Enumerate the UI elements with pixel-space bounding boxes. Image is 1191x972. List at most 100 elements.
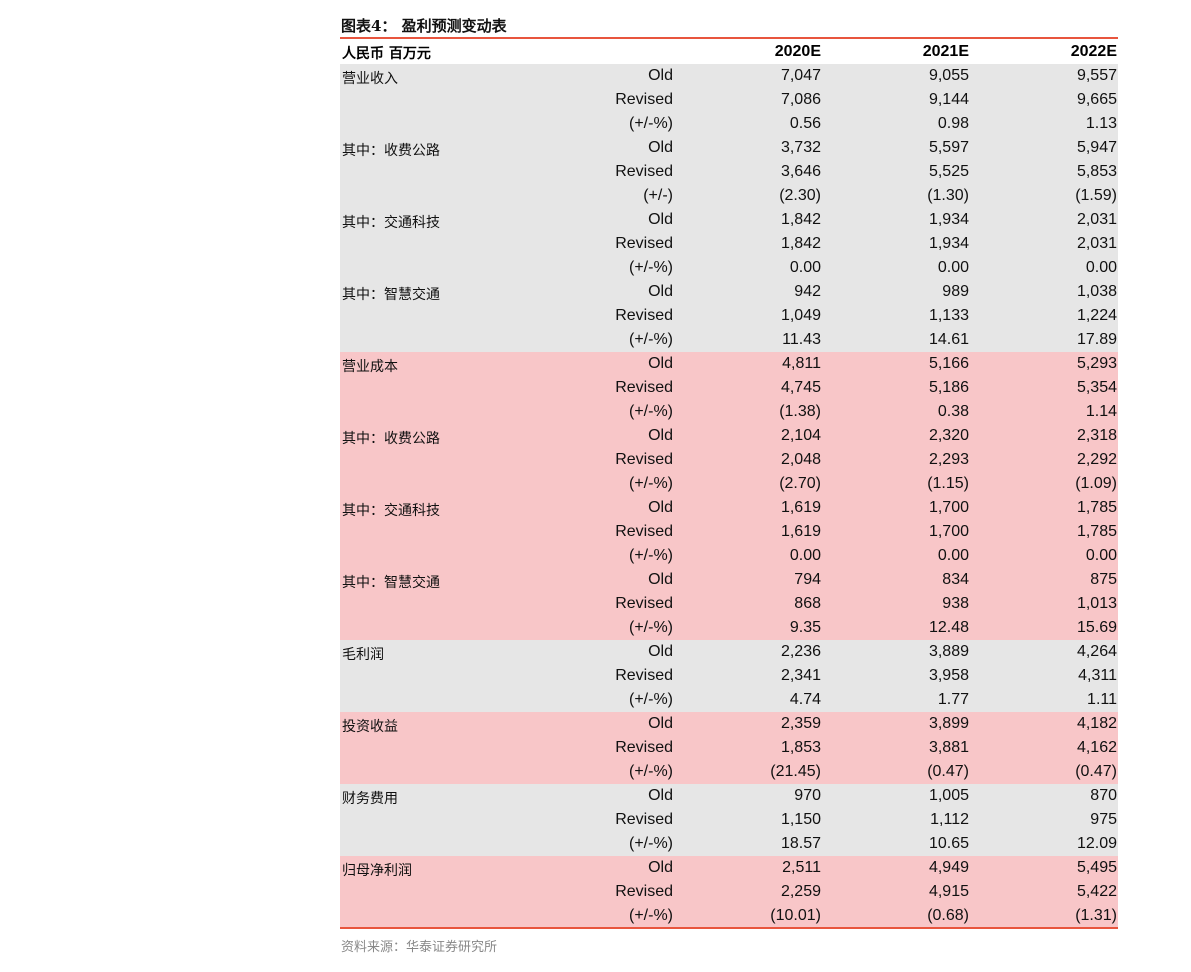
- source-note: 资料来源：华泰证券研究所: [341, 940, 498, 955]
- value-2021: 938: [942, 595, 969, 612]
- table-row: Revised 3,646 5,525 5,853: [340, 160, 1118, 184]
- group-label: 其中：交通科技: [342, 503, 440, 519]
- table-row: (+/-%) 0.00 0.00 0.00: [340, 544, 1118, 568]
- value-2021: 1,005: [928, 787, 969, 804]
- value-2021: 1.77: [937, 691, 969, 708]
- row-type: (+/-%): [629, 331, 673, 348]
- table-row: Revised 2,341 3,958 4,311: [340, 664, 1118, 688]
- value-2020: 1,619: [780, 499, 821, 516]
- value-2020: 11.43: [782, 331, 821, 348]
- group-label: 其中：收费公路: [342, 431, 440, 447]
- value-2020: 1,842: [780, 211, 821, 228]
- row-type: (+/-): [643, 187, 673, 204]
- table-row: 其中：交通科技 Old 1,842 1,934 2,031: [340, 208, 1118, 232]
- value-2022: 975: [1090, 811, 1117, 828]
- table-row: Revised 2,259 4,915 5,422: [340, 880, 1118, 904]
- row-type: (+/-%): [629, 115, 673, 132]
- value-2021: (1.15): [927, 475, 969, 492]
- value-2022: 2,031: [1076, 235, 1117, 252]
- value-2020: 2,341: [780, 667, 821, 684]
- group-label: 归母净利润: [342, 863, 412, 879]
- table-row: Revised 7,086 9,144 9,665: [340, 88, 1118, 112]
- row-type: Old: [648, 355, 673, 372]
- forecast-table: 营业收入 Old 7,047 9,055 9,557 Revised 7,086 9,144 9…: [340, 64, 1118, 928]
- value-2022: 5,354: [1076, 379, 1117, 396]
- value-2021: 1,700: [928, 499, 969, 516]
- value-2020: 942: [794, 283, 821, 300]
- table-row: 毛利润 Old 2,236 3,889 4,264: [340, 640, 1118, 664]
- value-2022: 0.00: [1085, 547, 1117, 564]
- value-2020: 794: [794, 571, 821, 588]
- value-2022: 5,853: [1076, 163, 1117, 180]
- table-row: (+/-%) 9.35 12.48 15.69: [340, 616, 1118, 640]
- row-type: Revised: [615, 667, 673, 684]
- table-row: 投资收益 Old 2,359 3,899 4,182: [340, 712, 1118, 736]
- table-row: (+/-%) (2.70) (1.15) (1.09): [340, 472, 1118, 496]
- unit-label: 人民币 百万元: [342, 46, 431, 62]
- title-rule: [340, 37, 1118, 39]
- value-2021: 0.98: [937, 115, 969, 132]
- value-2021: 3,899: [928, 715, 969, 732]
- table-title: 图表4： 盈利预测变动表: [341, 17, 507, 35]
- table-row: Revised 4,745 5,186 5,354: [340, 376, 1118, 400]
- value-2021: (1.30): [927, 187, 969, 204]
- value-2021: 4,949: [928, 859, 969, 876]
- value-2021: 0.38: [937, 403, 969, 420]
- group-label: 其中：收费公路: [342, 143, 440, 159]
- year-2020: 2020E: [774, 43, 821, 60]
- table-row: (+/-%) 11.43 14.61 17.89: [340, 328, 1118, 352]
- group-label: 其中：智慧交通: [342, 575, 440, 591]
- table-row: (+/-%) 4.74 1.77 1.11: [340, 688, 1118, 712]
- row-type: Revised: [615, 739, 673, 756]
- year-2021: 2021E: [922, 43, 969, 60]
- group-label: 其中：智慧交通: [342, 287, 440, 303]
- row-type: Old: [648, 499, 673, 516]
- table-row: (+/-%) 18.57 10.65 12.09: [340, 832, 1118, 856]
- value-2021: 5,166: [928, 355, 969, 372]
- group-label: 毛利润: [342, 647, 384, 663]
- value-2021: 5,525: [928, 163, 969, 180]
- value-2022: 4,264: [1076, 643, 1117, 660]
- value-2022: 2,318: [1076, 427, 1117, 444]
- value-2021: 1,112: [930, 811, 969, 828]
- table-row: (+/-%) (10.01) (0.68) (1.31): [340, 904, 1118, 928]
- value-2021: 14.61: [928, 331, 969, 348]
- table-row: 归母净利润 Old 2,511 4,949 5,495: [340, 856, 1118, 880]
- value-2020: 2,104: [780, 427, 821, 444]
- table-row: 财务费用 Old 970 1,005 870: [340, 784, 1118, 808]
- row-type: (+/-%): [629, 475, 673, 492]
- value-2020: 1,150: [780, 811, 821, 828]
- value-2022: 9,665: [1076, 91, 1117, 108]
- value-2021: 9,144: [928, 91, 969, 108]
- value-2020: 1,842: [780, 235, 821, 252]
- value-2020: 0.56: [789, 115, 821, 132]
- value-2022: 12.09: [1076, 835, 1117, 852]
- group-label: 营业收入: [342, 71, 398, 87]
- value-2021: 12.48: [928, 619, 969, 636]
- value-2022: 1,785: [1076, 499, 1117, 516]
- row-type: Revised: [615, 595, 673, 612]
- bottom-rule: [340, 927, 1118, 929]
- row-type: Revised: [615, 379, 673, 396]
- table-row: Revised 868 938 1,013: [340, 592, 1118, 616]
- value-2020: 3,646: [780, 163, 821, 180]
- table-row: Revised 1,049 1,133 1,224: [340, 304, 1118, 328]
- value-2020: 7,086: [780, 91, 821, 108]
- value-2022: (0.47): [1075, 763, 1117, 780]
- value-2020: 2,236: [780, 643, 821, 660]
- table-row: (+/-%) 0.00 0.00 0.00: [340, 256, 1118, 280]
- table-row: Revised 1,150 1,112 975: [340, 808, 1118, 832]
- value-2022: (1.59): [1075, 187, 1117, 204]
- year-2022: 2022E: [1070, 43, 1117, 60]
- value-2020: 9.35: [789, 619, 821, 636]
- value-2021: 0.00: [937, 259, 969, 276]
- row-type: (+/-%): [629, 763, 673, 780]
- table-row: 其中：智慧交通 Old 942 989 1,038: [340, 280, 1118, 304]
- value-2021: 5,597: [928, 139, 969, 156]
- value-2022: 5,947: [1076, 139, 1117, 156]
- value-2021: 2,320: [928, 427, 969, 444]
- value-2022: 5,495: [1076, 859, 1117, 876]
- row-type: (+/-%): [629, 907, 673, 924]
- table-row: 其中：智慧交通 Old 794 834 875: [340, 568, 1118, 592]
- table-row: 其中：收费公路 Old 3,732 5,597 5,947: [340, 136, 1118, 160]
